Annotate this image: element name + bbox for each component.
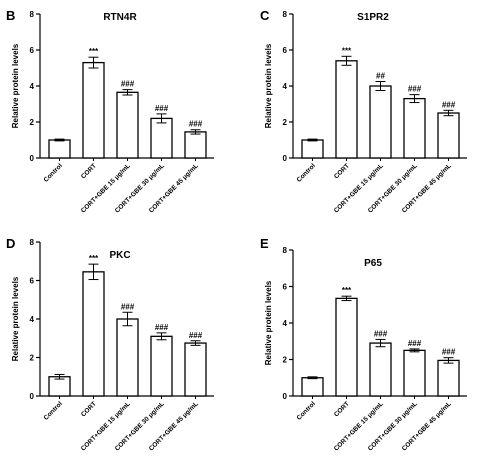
- y-axis-label: Relative protein levels: [264, 43, 273, 128]
- y-tick-label: 6: [283, 46, 288, 55]
- y-tick-label: 6: [30, 46, 35, 55]
- x-tick-label: CORT: [333, 162, 351, 180]
- x-tick-label: CORT: [80, 400, 98, 418]
- y-tick-label: 0: [283, 392, 288, 401]
- y-tick-label: 8: [30, 238, 35, 247]
- y-tick-label: 2: [30, 354, 35, 363]
- bar: [116, 91, 139, 159]
- bar: [116, 318, 139, 397]
- bar: [150, 117, 173, 159]
- significance-label: ###: [442, 348, 456, 357]
- chart-panel-e: E P65 Relative protein levels 0 2 4 6 8 Control *…: [260, 236, 467, 453]
- y-tick-label: 0: [30, 392, 35, 401]
- panel-letter: D: [6, 236, 15, 251]
- bar: [82, 271, 105, 397]
- significance-label: ###: [155, 323, 169, 332]
- y-tick-label: 8: [283, 10, 288, 19]
- y-tick-label: 2: [283, 118, 288, 127]
- panel-title: RTN4R: [103, 12, 137, 23]
- bar: [403, 97, 426, 159]
- bar: [335, 60, 358, 159]
- chart-panel-b: B RTN4R Relative protein levels 0 2 4 6 8 Contro…: [6, 8, 214, 215]
- y-tick-label: 8: [283, 246, 288, 255]
- x-tick-label: Control: [43, 400, 64, 421]
- bar: [369, 85, 392, 159]
- significance-label: ###: [408, 85, 422, 94]
- significance-label: ###: [189, 120, 203, 129]
- y-tick-label: 0: [30, 154, 35, 163]
- bar: [437, 359, 460, 397]
- bar: [48, 376, 71, 397]
- bar: [301, 139, 324, 159]
- bar: [301, 377, 324, 397]
- bar: [150, 335, 173, 397]
- significance-label: ###: [442, 100, 456, 109]
- panel-letter: B: [6, 8, 15, 23]
- significance-label: ##: [376, 72, 385, 81]
- bar: [82, 61, 105, 159]
- x-tick-label: CORT: [333, 400, 351, 418]
- significance-label: ###: [189, 331, 203, 340]
- bar: [437, 112, 460, 159]
- panel-letter: E: [260, 236, 269, 251]
- significance-label: ###: [374, 329, 388, 338]
- x-tick-label: Control: [296, 162, 317, 183]
- bar: [184, 131, 207, 159]
- y-axis-label: Relative protein levels: [11, 43, 20, 128]
- chart-panel-c: C S1PR2 Relative protein levels 0 2 4 6 8 Contro…: [260, 8, 467, 215]
- bar: [184, 342, 207, 397]
- bar: [369, 342, 392, 397]
- panel-letter: C: [260, 8, 270, 23]
- x-tick-label: CORT: [80, 162, 98, 180]
- bar: [403, 349, 426, 397]
- significance-label: ###: [121, 80, 135, 89]
- y-tick-label: 2: [30, 118, 35, 127]
- significance-label: ###: [408, 339, 422, 348]
- chart-panel-d: D PKC Relative protein levels 0 2 4 6 8 Control *…: [6, 236, 214, 453]
- y-tick-label: 4: [283, 82, 288, 91]
- y-tick-label: 6: [30, 277, 35, 286]
- y-tick-label: 8: [30, 10, 35, 19]
- significance-label: ***: [342, 286, 352, 295]
- significance-label: ***: [89, 47, 99, 56]
- significance-label: ###: [155, 104, 169, 113]
- x-tick-label: Control: [43, 162, 64, 183]
- panel-title: S1PR2: [357, 12, 389, 23]
- y-tick-label: 4: [283, 319, 288, 328]
- y-axis-label: Relative protein levels: [11, 276, 20, 361]
- significance-label: ###: [121, 302, 135, 311]
- bar: [335, 297, 358, 397]
- y-tick-label: 2: [283, 356, 288, 365]
- x-tick-label: Control: [296, 400, 317, 421]
- bar: [48, 139, 71, 159]
- y-tick-label: 4: [30, 82, 35, 91]
- y-tick-label: 4: [30, 315, 35, 324]
- significance-label: ***: [342, 46, 352, 55]
- panel-title: PKC: [109, 250, 130, 261]
- y-tick-label: 0: [283, 154, 288, 163]
- significance-label: ***: [89, 254, 99, 263]
- y-axis-label: Relative protein levels: [264, 280, 273, 365]
- panel-title: P65: [364, 258, 382, 269]
- y-tick-label: 6: [283, 283, 288, 292]
